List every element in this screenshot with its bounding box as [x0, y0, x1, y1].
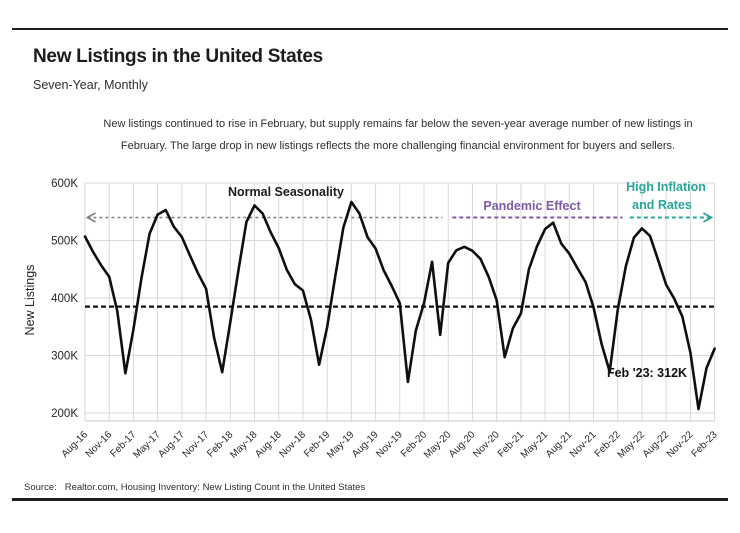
- x-tick-label: May-19: [325, 429, 357, 461]
- source-text: Realtor.com, Housing Inventory: New List…: [64, 482, 366, 493]
- data-line: [83, 200, 716, 411]
- right-arrowhead: [702, 212, 714, 223]
- page-subtitle: Seven-Year, Monthly: [33, 78, 148, 92]
- x-tick-label: Nov-21: [568, 429, 599, 460]
- annotation-pandemic-effect: Pandemic Effect: [483, 199, 581, 213]
- x-tick-label: May-17: [131, 429, 163, 461]
- x-tick-label: Nov-20: [471, 429, 502, 460]
- y-axis-title: New Listings: [23, 265, 37, 336]
- y-tick-label: 300K: [51, 351, 78, 363]
- x-tick-label: Nov-17: [181, 429, 212, 460]
- x-tick-label: May-18: [228, 429, 260, 461]
- x-tick-label: Nov-16: [84, 429, 115, 460]
- left-arrowhead: [85, 212, 96, 223]
- y-tick-label: 200K: [51, 408, 78, 420]
- source-label: Source:: [24, 482, 57, 493]
- y-tick-label: 400K: [51, 293, 78, 305]
- x-tick-label: Nov-19: [374, 429, 405, 460]
- annotation-high-inflation-line2: and Rates: [632, 198, 692, 212]
- y-tick-label: 500K: [51, 236, 78, 248]
- annotation-arrow-lines: [85, 212, 714, 223]
- x-tick-label: Nov-18: [277, 429, 308, 460]
- top-divider: [12, 28, 728, 30]
- annotation-last-point-label: Feb '23: 312K: [607, 366, 687, 380]
- x-tick-label: May-22: [616, 429, 648, 461]
- annotation-normal-seasonality: Normal Seasonality: [228, 185, 344, 199]
- source-line: Source: Realtor.com, Housing Inventory: N…: [24, 482, 365, 493]
- annotation-high-inflation-line1: High Inflation: [626, 180, 706, 194]
- new-listings-line: [83, 200, 716, 411]
- bottom-divider: [12, 498, 728, 501]
- x-tick-label: Feb-23: [690, 429, 720, 459]
- y-tick-label: 600K: [51, 178, 78, 190]
- axis-tick-labels: 600K500K400K300K200KAug-16Nov-16Feb-17Ma…: [51, 178, 720, 461]
- x-tick-label: May-20: [422, 429, 454, 461]
- x-tick-label: Nov-22: [665, 429, 696, 460]
- x-tick-label: May-21: [519, 429, 551, 461]
- chart-description: New listings continued to rise in Februa…: [103, 118, 693, 152]
- page-title: New Listings in the United States: [33, 46, 323, 67]
